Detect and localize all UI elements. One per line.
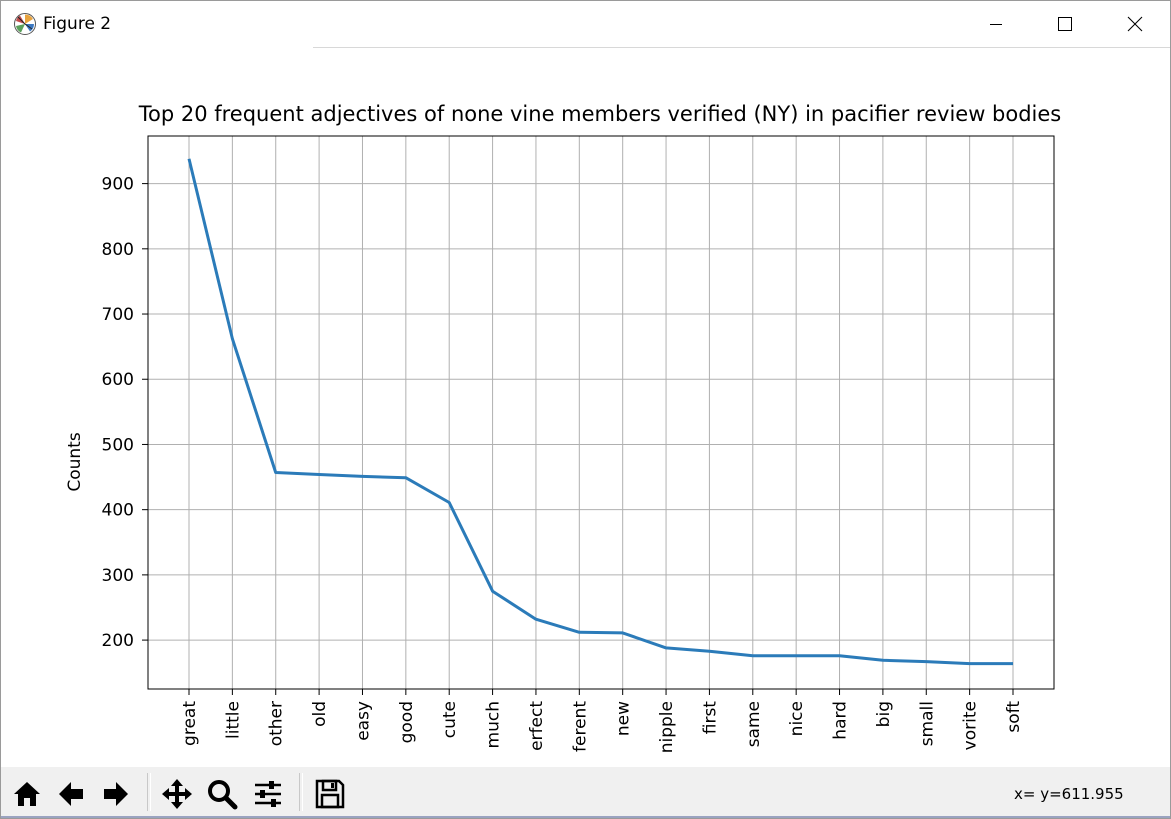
chart-title: Top 20 frequent adjectives of none vine … — [138, 102, 1062, 126]
zoom-icon — [208, 780, 238, 810]
matplotlib-logo-icon — [14, 13, 36, 35]
x-tick-label: little — [223, 701, 243, 739]
forward-button[interactable] — [97, 775, 135, 813]
y-tick-label: 700 — [102, 305, 134, 325]
x-tick-label: other — [267, 701, 287, 746]
x-tick-label: much — [484, 701, 504, 748]
toolbar-separator — [147, 773, 151, 811]
bottom-edge — [1, 816, 1170, 818]
y-tick-label: 300 — [102, 566, 134, 586]
x-tick-label: hard — [831, 701, 851, 740]
axes-frame — [147, 135, 1055, 690]
home-button[interactable] — [8, 775, 46, 813]
x-tick-label: same — [744, 701, 764, 747]
title-bar[interactable]: Figure 2 — [1, 1, 1170, 47]
x-tick-label: small — [917, 701, 937, 746]
x-tick-label: nice — [787, 701, 807, 736]
save-icon — [315, 779, 345, 809]
y-axis-ticks: 200 300 400 500 600 700 800 900 — [102, 175, 148, 651]
y-tick-label: 800 — [102, 240, 134, 260]
x-tick-label: nipple — [657, 701, 677, 753]
x-tick-label: ferent — [570, 701, 590, 752]
y-tick-label: 200 — [102, 631, 134, 651]
home-icon — [14, 782, 40, 806]
y-tick-label: 900 — [102, 175, 134, 195]
configure-subplots-button[interactable] — [249, 775, 287, 813]
save-button[interactable] — [311, 775, 349, 813]
x-tick-label: first — [700, 701, 720, 735]
figure-canvas[interactable]: Top 20 frequent adjectives of none vine … — [1, 48, 1170, 767]
y-axis-label: Counts — [65, 432, 85, 491]
y-tick-label: 500 — [102, 435, 134, 455]
x-tick-label: erfect — [527, 701, 547, 751]
cursor-coordinates: x= y=611.955 — [1014, 785, 1124, 803]
close-button[interactable] — [1100, 1, 1170, 47]
minimize-button[interactable] — [961, 1, 1031, 47]
x-tick-label: great — [180, 701, 200, 746]
grid-lines — [148, 136, 1054, 689]
x-tick-label: good — [397, 701, 417, 743]
maximize-icon — [1058, 17, 1072, 31]
x-tick-label: cute — [440, 701, 460, 738]
x-tick-label: big — [874, 701, 894, 727]
x-tick-label: old — [310, 701, 330, 727]
y-tick-label: 400 — [102, 501, 134, 521]
x-tick-label: soft — [1004, 701, 1024, 733]
zoom-button[interactable] — [203, 775, 241, 813]
x-tick-label: new — [614, 701, 634, 736]
x-tick-label: easy — [353, 701, 373, 741]
minimize-icon — [990, 24, 1002, 25]
pan-icon — [162, 779, 192, 809]
back-arrow-icon — [59, 782, 83, 806]
back-button[interactable] — [52, 775, 90, 813]
window-title: Figure 2 — [43, 14, 112, 34]
series-line — [187, 158, 1013, 666]
pan-button[interactable] — [158, 775, 196, 813]
y-tick-label: 600 — [102, 370, 134, 390]
close-icon — [1127, 16, 1143, 32]
forward-arrow-icon — [104, 782, 128, 806]
x-tick-label: vorite — [961, 701, 981, 750]
toolbar-separator — [299, 773, 303, 811]
line-chart[interactable]: Top 20 frequent adjectives of none vine … — [1, 48, 1170, 767]
configure-subplots-icon — [255, 781, 281, 807]
navigation-toolbar: x= y=611.955 — [1, 767, 1170, 818]
x-axis-ticks: great little other old easy good cute much erfec… — [180, 689, 1024, 753]
maximize-button[interactable] — [1030, 1, 1100, 47]
title-separator — [313, 47, 1170, 48]
